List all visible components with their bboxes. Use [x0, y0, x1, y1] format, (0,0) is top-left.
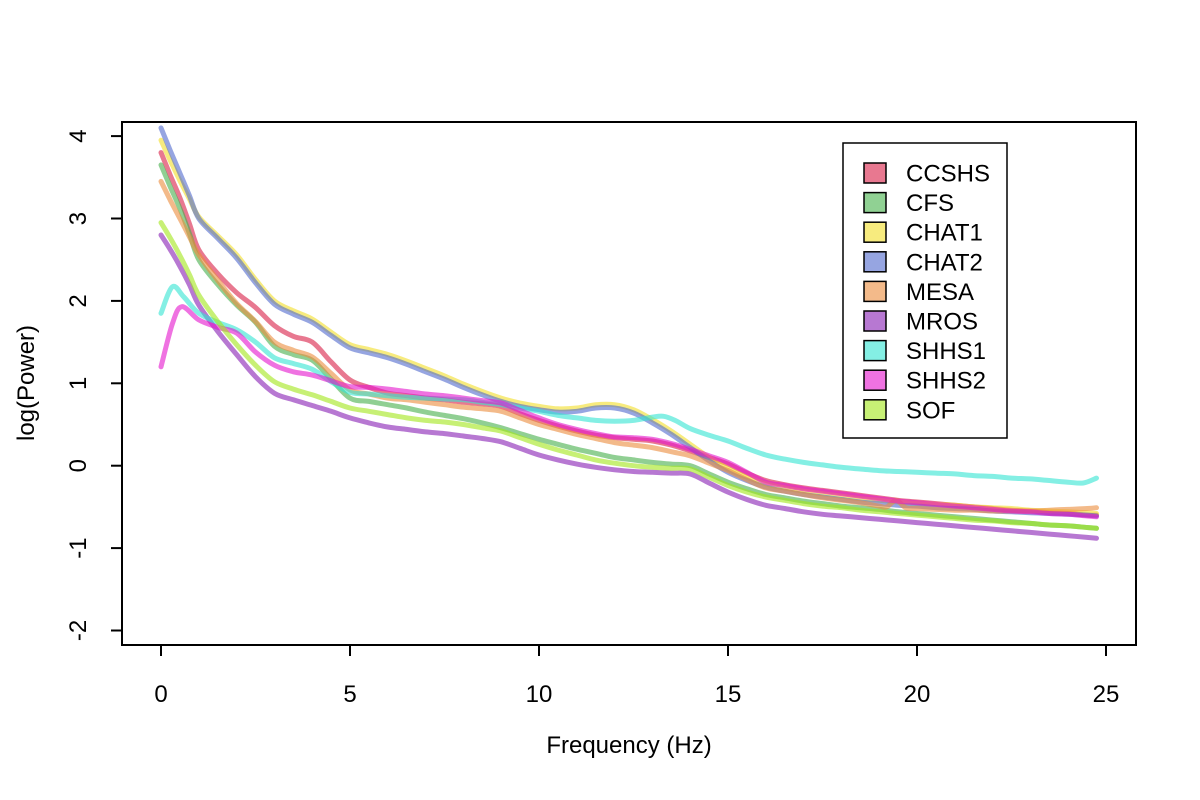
- y-tick-label-3: 3: [65, 212, 92, 225]
- series-line-shhs1: [158, 283, 1099, 486]
- legend-swatch-shhs1: [863, 339, 887, 362]
- x-axis-title: Frequency (Hz): [546, 732, 711, 759]
- legend-item-sof: SOF: [863, 397, 955, 424]
- y-axis-title: log(Power): [13, 325, 40, 441]
- legend-item-ccshs: CCSHS: [863, 161, 990, 188]
- legend-label-mesa: MESA: [906, 279, 974, 306]
- x-tick-label-0: 0: [154, 681, 167, 708]
- legend-label-chat2: CHAT2: [906, 249, 983, 276]
- legend-swatch-ccshs: [863, 162, 887, 184]
- legend-item-mesa: MESA: [863, 279, 974, 306]
- legend-label-mros: MROS: [906, 309, 978, 336]
- legend-item-shhs1: SHHS1: [863, 338, 986, 365]
- legend-swatch-chat1: [863, 221, 887, 243]
- legend-item-chat2: CHAT2: [863, 249, 983, 276]
- legend-label-chat1: CHAT1: [906, 220, 983, 247]
- legend-swatch-cfs: [863, 191, 887, 214]
- x-tick-label-5: 5: [343, 681, 356, 708]
- legend-label-ccshs: CCSHS: [906, 161, 990, 188]
- x-axis: 0 5 10 15 20 25: [154, 645, 1119, 708]
- y-tick-label-4: 4: [65, 129, 92, 142]
- y-tick-label-0: 0: [65, 459, 92, 472]
- legend-label-shhs2: SHHS2: [906, 368, 986, 395]
- legend-item-cfs: CFS: [863, 190, 954, 217]
- series-line-mros: [158, 232, 1099, 541]
- legend-swatch-sof: [863, 399, 887, 421]
- x-tick-label-15: 15: [715, 681, 742, 708]
- y-tick-label--1: -1: [65, 537, 92, 558]
- legend-item-shhs2: SHHS2: [863, 368, 986, 395]
- y-axis: -2 -1 0 1 2 3 4: [65, 129, 122, 641]
- legend-label-sof: SOF: [906, 397, 955, 424]
- legend-label-shhs1: SHHS1: [906, 338, 986, 365]
- y-tick-label--2: -2: [65, 620, 92, 641]
- x-tick-label-25: 25: [1093, 681, 1120, 708]
- legend-label-cfs: CFS: [906, 190, 954, 217]
- legend-item-chat1: CHAT1: [863, 220, 983, 247]
- y-tick-label-2: 2: [65, 294, 92, 307]
- series-line-mesa: [158, 178, 1099, 514]
- series-line-shhs2: [158, 304, 1099, 520]
- y-tick-label-1: 1: [65, 377, 92, 390]
- x-tick-label-10: 10: [526, 681, 553, 708]
- legend-item-mros: MROS: [863, 309, 978, 336]
- series-line-sof: [158, 220, 1099, 531]
- x-tick-label-20: 20: [904, 681, 931, 708]
- legend-swatch-mesa: [863, 280, 887, 303]
- legend-swatch-chat2: [863, 251, 887, 273]
- legend-swatch-shhs2: [863, 369, 887, 391]
- series-lines: [158, 125, 1099, 541]
- legend-swatch-mros: [863, 310, 887, 332]
